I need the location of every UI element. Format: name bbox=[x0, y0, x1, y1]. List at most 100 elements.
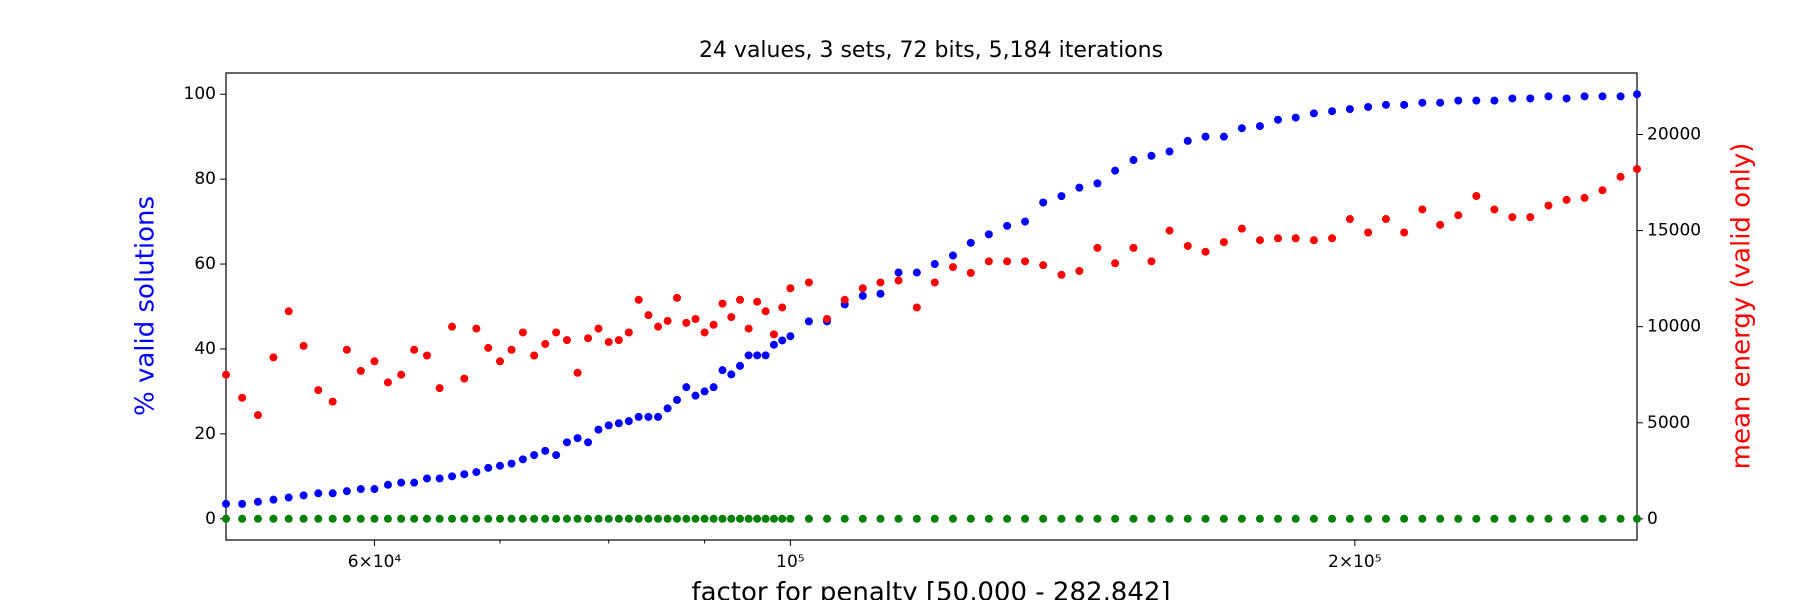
point bbox=[876, 278, 885, 287]
point bbox=[435, 514, 444, 523]
point bbox=[761, 351, 770, 360]
point bbox=[624, 514, 633, 523]
point bbox=[1616, 172, 1625, 181]
point bbox=[682, 383, 691, 392]
point bbox=[786, 332, 795, 341]
point bbox=[472, 324, 481, 333]
point bbox=[761, 514, 770, 523]
point bbox=[786, 514, 795, 523]
point bbox=[472, 514, 481, 523]
point bbox=[1291, 514, 1300, 523]
point bbox=[769, 330, 778, 339]
y-axis-label: % valid solutions bbox=[131, 196, 161, 416]
point bbox=[761, 307, 770, 316]
point bbox=[435, 384, 444, 393]
point bbox=[1183, 514, 1192, 523]
point bbox=[1309, 109, 1318, 118]
y2-tick-label: 20000 bbox=[1647, 124, 1701, 144]
point bbox=[314, 489, 323, 498]
point bbox=[1508, 213, 1517, 222]
point bbox=[1562, 94, 1571, 103]
point bbox=[614, 336, 623, 345]
point bbox=[573, 434, 582, 443]
point bbox=[1274, 115, 1283, 124]
x-axis-label: factor for penalty [50,000 - 282,842] bbox=[691, 578, 1170, 600]
point bbox=[1237, 514, 1246, 523]
point bbox=[1616, 514, 1625, 523]
point bbox=[753, 351, 762, 360]
point bbox=[573, 368, 582, 377]
point bbox=[1580, 92, 1589, 101]
point bbox=[1544, 514, 1553, 523]
y-tick-label: 80 bbox=[194, 169, 216, 189]
y-tick-label: 40 bbox=[194, 339, 216, 359]
chart-title: 24 values, 3 sets, 72 bits, 5,184 iterat… bbox=[699, 38, 1163, 63]
point bbox=[448, 514, 457, 523]
point bbox=[1237, 124, 1246, 133]
point bbox=[484, 343, 493, 352]
point bbox=[1309, 514, 1318, 523]
point bbox=[435, 474, 444, 483]
point bbox=[930, 278, 939, 287]
point bbox=[778, 336, 787, 345]
point bbox=[328, 489, 337, 498]
point bbox=[1544, 201, 1553, 210]
point bbox=[604, 338, 613, 347]
point bbox=[1075, 266, 1084, 275]
point bbox=[495, 514, 504, 523]
point bbox=[460, 470, 469, 479]
point bbox=[1633, 165, 1641, 174]
point bbox=[1400, 228, 1409, 237]
point bbox=[1544, 92, 1553, 101]
point bbox=[370, 357, 379, 366]
point bbox=[1003, 514, 1012, 523]
point bbox=[410, 514, 419, 523]
point bbox=[1490, 96, 1499, 105]
point bbox=[541, 339, 550, 348]
point bbox=[709, 514, 718, 523]
point bbox=[1201, 514, 1210, 523]
point bbox=[673, 514, 682, 523]
point bbox=[1580, 514, 1589, 523]
point bbox=[342, 487, 351, 496]
y-tick-label: 0 bbox=[205, 509, 216, 529]
point bbox=[448, 472, 457, 481]
point bbox=[1633, 514, 1641, 523]
point bbox=[1364, 514, 1373, 523]
point bbox=[1057, 270, 1066, 279]
point bbox=[894, 514, 903, 523]
y2-tick-label: 5000 bbox=[1647, 413, 1690, 433]
point bbox=[1039, 514, 1048, 523]
point bbox=[1093, 243, 1102, 252]
point bbox=[691, 314, 700, 323]
point bbox=[1436, 514, 1445, 523]
point bbox=[840, 295, 849, 304]
point bbox=[238, 514, 247, 523]
point bbox=[1436, 220, 1445, 229]
point bbox=[552, 514, 561, 523]
point bbox=[1400, 514, 1409, 523]
point bbox=[634, 514, 643, 523]
point bbox=[1562, 514, 1571, 523]
point bbox=[370, 514, 379, 523]
point bbox=[584, 438, 593, 447]
point bbox=[484, 514, 493, 523]
point bbox=[700, 514, 709, 523]
point bbox=[1616, 92, 1625, 101]
point bbox=[1039, 261, 1048, 270]
point bbox=[1418, 514, 1427, 523]
point bbox=[663, 404, 672, 413]
point bbox=[370, 485, 379, 494]
point bbox=[284, 493, 293, 502]
plot-frame bbox=[225, 72, 1638, 541]
point bbox=[1580, 193, 1589, 202]
point bbox=[1274, 514, 1283, 523]
point bbox=[518, 328, 527, 337]
point bbox=[518, 455, 527, 464]
point bbox=[691, 391, 700, 400]
point bbox=[1490, 514, 1499, 523]
point bbox=[484, 463, 493, 472]
point bbox=[727, 514, 736, 523]
point bbox=[614, 514, 623, 523]
point bbox=[253, 514, 262, 523]
